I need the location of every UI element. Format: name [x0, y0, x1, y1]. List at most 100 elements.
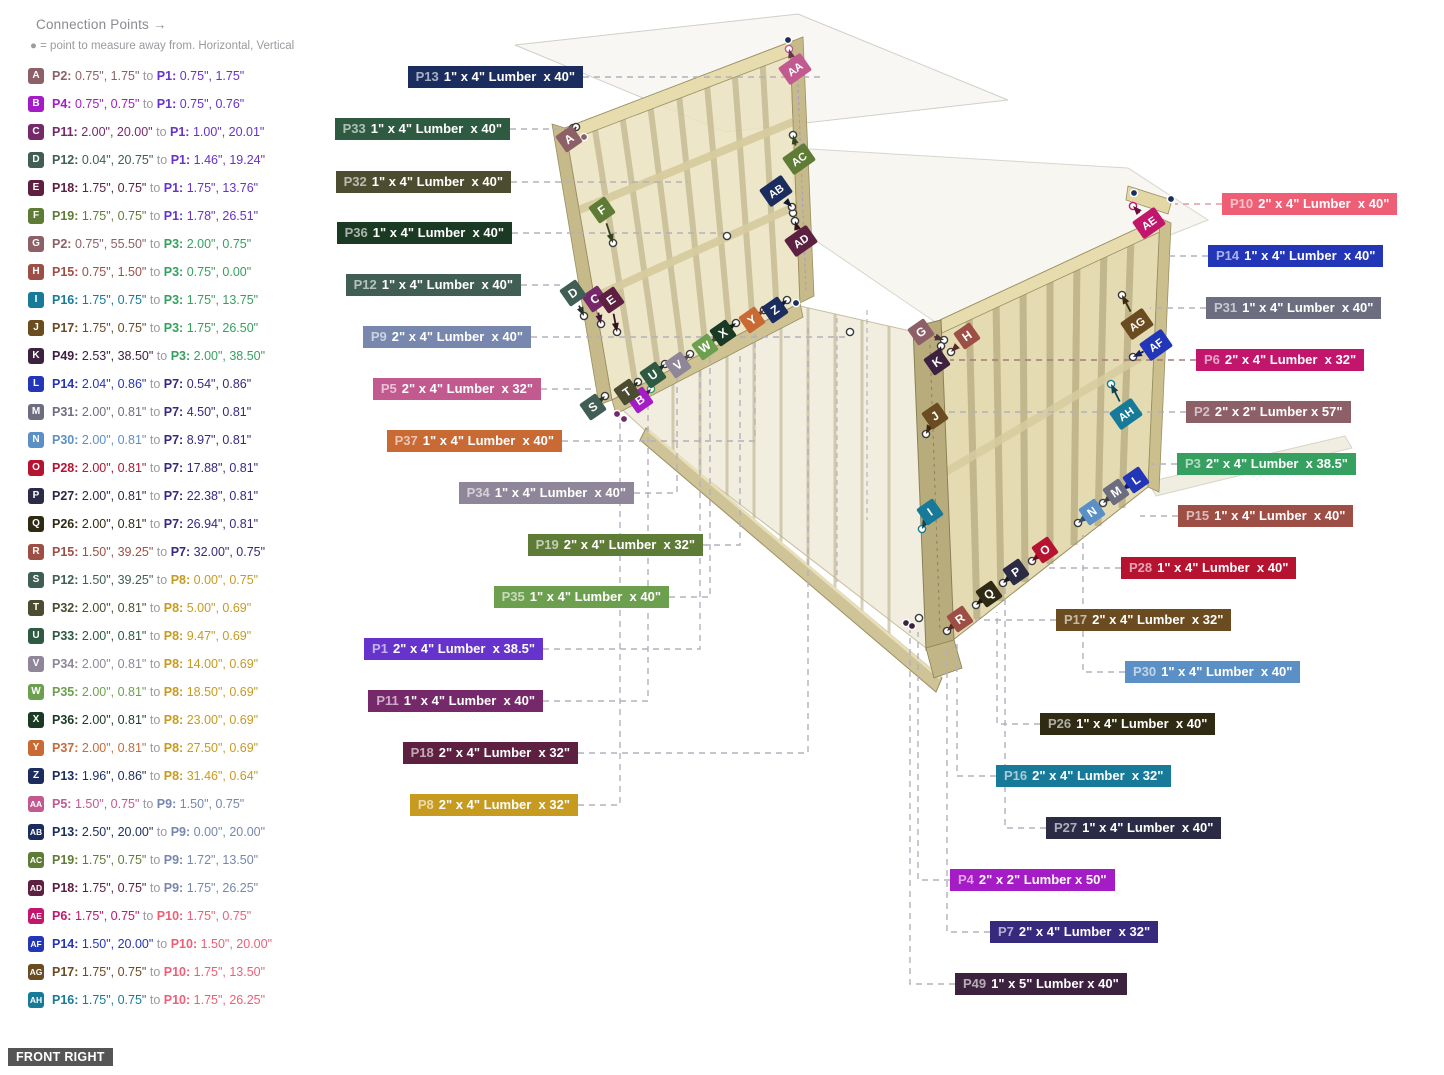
connection-marker-AC[interactable]: AC [782, 143, 816, 176]
connection-row[interactable]: H P15: 0.75", 1.50" to P3: 0.75", 0.00" [28, 258, 368, 286]
connection-marker-C[interactable]: C [581, 285, 609, 313]
connection-marker-H[interactable]: H [953, 322, 981, 350]
connection-row[interactable]: AE P6: 1.75", 0.75" to P10: 1.75", 0.75" [28, 902, 368, 930]
part-label-P13[interactable]: P13 1" x 4" Lumber x 40" [407, 66, 583, 88]
connection-marker-V[interactable]: V [664, 351, 692, 379]
connection-marker-K[interactable]: K [923, 348, 951, 376]
connection-marker-J[interactable]: J [921, 402, 949, 430]
connection-marker-F[interactable]: F [588, 196, 616, 224]
part-label-P5[interactable]: P5 2" x 4" Lumber x 32" [372, 378, 541, 400]
connection-marker-X[interactable]: X [709, 319, 737, 347]
connection-row[interactable]: O P28: 2.00", 0.81" to P7: 17.88", 0.81" [28, 454, 368, 482]
part-label-P30[interactable]: P30 1" x 4" Lumber x 40" [1125, 661, 1301, 683]
connection-marker-U[interactable]: U [639, 361, 667, 389]
part-label-P10[interactable]: P10 2" x 4" Lumber x 40" [1222, 193, 1398, 215]
connection-row[interactable]: AC P19: 1.75", 0.75" to P9: 1.72", 13.50" [28, 846, 368, 874]
connection-marker-W[interactable]: W [691, 333, 719, 361]
part-label-P27[interactable]: P27 1" x 4" Lumber x 40" [1046, 817, 1222, 839]
connection-marker-AD[interactable]: AD [784, 225, 818, 258]
connection-row[interactable]: C P11: 2.00", 20.00" to P1: 1.00", 20.01" [28, 118, 368, 146]
connection-marker-D[interactable]: D [559, 279, 587, 307]
connection-marker-Z[interactable]: Z [761, 296, 789, 324]
connection-marker-O[interactable]: O [1031, 536, 1059, 564]
part-label-P26[interactable]: P26 1" x 4" Lumber x 40" [1040, 713, 1216, 735]
connection-row[interactable]: A P2: 0.75", 1.75" to P1: 0.75", 1.75" [28, 62, 368, 90]
connection-row[interactable]: L P14: 2.04", 0.86" to P7: 0.54", 0.86" [28, 370, 368, 398]
connection-row[interactable]: G P2: 0.75", 55.50" to P3: 2.00", 0.75" [28, 230, 368, 258]
part-label-P33[interactable]: P33 1" x 4" Lumber x 40" [334, 118, 510, 140]
part-label-P8[interactable]: P8 2" x 4" Lumber x 32" [409, 794, 578, 816]
connection-row[interactable]: X P36: 2.00", 0.81" to P8: 23.00", 0.69" [28, 706, 368, 734]
connection-row[interactable]: P P27: 2.00", 0.81" to P7: 22.38", 0.81" [28, 482, 368, 510]
connection-row[interactable]: J P17: 1.75", 0.75" to P3: 1.75", 26.50" [28, 314, 368, 342]
connection-marker-L[interactable]: L [1122, 466, 1150, 494]
part-label-P7[interactable]: P7 2" x 4" Lumber x 32" [990, 921, 1159, 943]
connection-marker-Q[interactable]: Q [975, 580, 1003, 608]
connection-row[interactable]: AF P14: 1.50", 20.00" to P10: 1.50", 20.0… [28, 930, 368, 958]
connection-marker-N[interactable]: N [1078, 498, 1106, 526]
part-label-P15[interactable]: P15 1" x 4" Lumber x 40" [1178, 505, 1354, 527]
connection-row[interactable]: I P16: 1.75", 0.75" to P3: 1.75", 13.75" [28, 286, 368, 314]
connection-row[interactable]: B P4: 0.75", 0.75" to P1: 0.75", 0.76" [28, 90, 368, 118]
connection-marker-T[interactable]: T [613, 378, 641, 406]
part-label-P28[interactable]: P28 1" x 4" Lumber x 40" [1121, 557, 1297, 579]
connection-marker-R[interactable]: R [946, 605, 974, 633]
connection-row[interactable]: V P34: 2.00", 0.81" to P8: 14.00", 0.69" [28, 650, 368, 678]
connection-marker-AE[interactable]: AE [1132, 207, 1166, 240]
connection-marker-E[interactable]: E [597, 286, 625, 314]
part-label-P4[interactable]: P4 2" x 2" Lumber x 50" [950, 869, 1115, 891]
connection-marker-S[interactable]: S [579, 393, 607, 421]
part-label-P2[interactable]: P2 2" x 2" Lumber x 57" [1186, 401, 1351, 423]
part-label-P32[interactable]: P32 1" x 4" Lumber x 40" [335, 171, 511, 193]
connection-row[interactable]: N P30: 2.00", 0.81" to P7: 8.97", 0.81" [28, 426, 368, 454]
part-label-P11[interactable]: P11 1" x 4" Lumber x 40" [368, 690, 543, 712]
connection-row[interactable]: AG P17: 1.75", 0.75" to P10: 1.75", 13.50… [28, 958, 368, 986]
connection-row[interactable]: W P35: 2.00", 0.81" to P8: 18.50", 0.69" [28, 678, 368, 706]
part-label-P34[interactable]: P34 1" x 4" Lumber x 40" [458, 482, 634, 504]
connection-row[interactable]: AB P13: 2.50", 20.00" to P9: 0.00", 20.00… [28, 818, 368, 846]
part-label-P3[interactable]: P3 2" x 4" Lumber x 38.5" [1177, 453, 1356, 475]
connection-marker-G[interactable]: G [907, 318, 935, 346]
part-label-P1[interactable]: P1 2" x 4" Lumber x 38.5" [364, 638, 543, 660]
connection-row[interactable]: Y P37: 2.00", 0.81" to P8: 27.50", 0.69" [28, 734, 368, 762]
connection-row[interactable]: E P18: 1.75", 0.75" to P1: 1.75", 13.76" [28, 174, 368, 202]
part-label-P37[interactable]: P37 1" x 4" Lumber x 40" [386, 430, 562, 452]
connection-row[interactable]: AD P18: 1.75", 0.75" to P9: 1.75", 26.25" [28, 874, 368, 902]
part-id: P37 [394, 433, 418, 448]
connection-row[interactable]: AA P5: 1.50", 0.75" to P9: 1.50", 0.75" [28, 790, 368, 818]
part-label-P35[interactable]: P35 1" x 4" Lumber x 40" [493, 586, 669, 608]
connection-marker-I[interactable]: I [916, 498, 944, 526]
connection-marker-AH[interactable]: AH [1109, 398, 1143, 431]
part-label-P18[interactable]: P18 2" x 4" Lumber x 32" [402, 742, 578, 764]
connection-row[interactable]: AH P16: 1.75", 0.75" to P10: 1.75", 26.25… [28, 986, 368, 1014]
part-label-P14[interactable]: P14 1" x 4" Lumber x 40" [1208, 245, 1384, 267]
connection-marker-AG[interactable]: AG [1120, 308, 1154, 341]
connection-marker-Y[interactable]: Y [738, 306, 766, 334]
connection-row[interactable]: K P49: 2.53", 38.50" to P3: 2.00", 38.50" [28, 342, 368, 370]
part-label-P49[interactable]: P49 1" x 5" Lumber x 40" [955, 973, 1127, 995]
part-label-P36[interactable]: P36 1" x 4" Lumber x 40" [336, 222, 512, 244]
connection-row[interactable]: Q P26: 2.00", 0.81" to P7: 26.94", 0.81" [28, 510, 368, 538]
connection-marker-P[interactable]: P [1002, 558, 1030, 586]
part-label-P31[interactable]: P31 1" x 4" Lumber x 40" [1206, 297, 1382, 319]
part-label-P12[interactable]: P12 1" x 4" Lumber x 40" [345, 274, 521, 296]
part-size: 1" x 4" Lumber x 40" [1244, 248, 1376, 263]
connection-marker-AA[interactable]: AA [778, 53, 812, 86]
connection-row[interactable]: T P32: 2.00", 0.81" to P8: 5.00", 0.69" [28, 594, 368, 622]
connection-row[interactable]: R P15: 1.50", 39.25" to P7: 32.00", 0.75" [28, 538, 368, 566]
connection-row[interactable]: F P19: 1.75", 0.75" to P1: 1.78", 26.51" [28, 202, 368, 230]
part-label-P17[interactable]: P17 2" x 4" Lumber x 32" [1056, 609, 1232, 631]
connection-row[interactable]: D P12: 0.04", 20.75" to P1: 1.46", 19.24" [28, 146, 368, 174]
connection-marker-A[interactable]: A [555, 125, 583, 153]
part-label-P19[interactable]: P19 2" x 4" Lumber x 32" [527, 534, 703, 556]
connection-marker-AB[interactable]: AB [759, 175, 793, 208]
connection-row[interactable]: Z P13: 1.96", 0.86" to P8: 31.46", 0.64" [28, 762, 368, 790]
connection-row[interactable]: U P33: 2.00", 0.81" to P8: 9.47", 0.69" [28, 622, 368, 650]
part-label-P9[interactable]: P9 2" x 4" Lumber x 40" [362, 326, 531, 348]
connection-marker-AF[interactable]: AF [1139, 329, 1173, 362]
part-label-P6[interactable]: P6 2" x 4" Lumber x 32" [1196, 349, 1365, 371]
connection-row[interactable]: M P31: 2.00", 0.81" to P7: 4.50", 0.81" [28, 398, 368, 426]
part-label-P16[interactable]: P16 2" x 4" Lumber x 32" [996, 765, 1172, 787]
connection-marker-M[interactable]: M [1102, 478, 1130, 506]
connection-row[interactable]: S P12: 1.50", 39.25" to P8: 0.00", 0.75" [28, 566, 368, 594]
